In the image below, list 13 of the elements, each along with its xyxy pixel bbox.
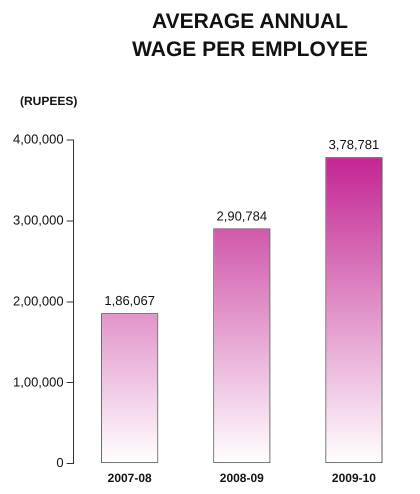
y-tick-label: 1,00,000 [12,374,64,390]
y-tick-label: 0 [56,455,64,470]
y-tick-label: 2,00,000 [12,293,64,308]
y-axis-title: (RUPEES) [20,94,78,108]
y-tick-label: 4,00,000 [12,132,64,147]
x-tick-label: 2008-09 [220,471,264,486]
y-tick-label: 3,00,000 [12,212,64,228]
x-tick-label: 2009-10 [332,471,376,486]
data-label: 3,78,781 [328,137,380,152]
data-label: 1,86,067 [104,293,155,308]
x-tick-label: 2007-08 [108,471,152,486]
chart-title: AVERAGE ANNUAL WAGE PER EMPLOYEE [131,9,369,63]
data-label: 2,90,784 [216,208,268,224]
